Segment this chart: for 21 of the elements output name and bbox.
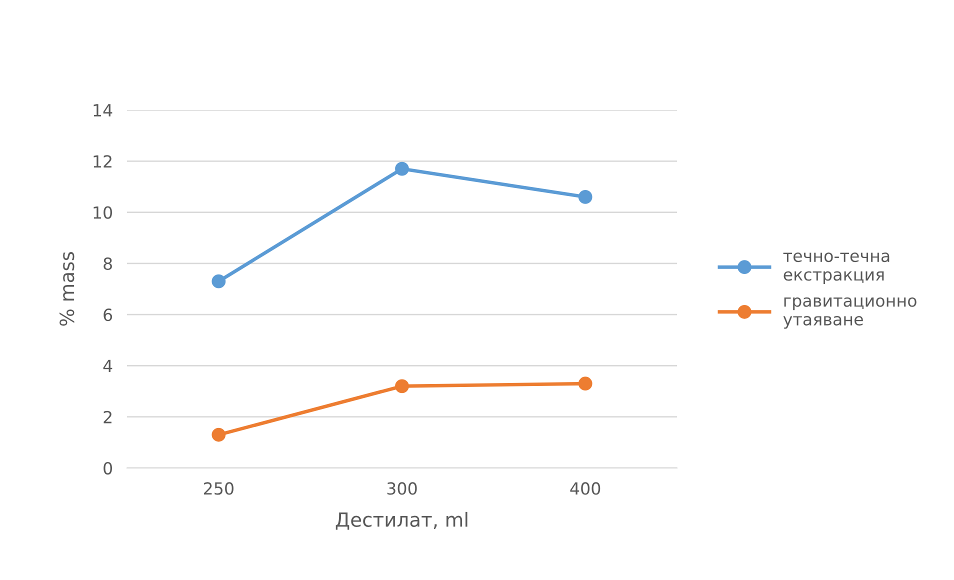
y-tick-label: 2: [104, 410, 112, 424]
y-tick-label: 8: [104, 257, 112, 270]
legend-label: течно-течна екстракция: [783, 252, 890, 284]
point: [212, 428, 226, 442]
point: [395, 162, 409, 176]
x-tick-label: 300: [387, 482, 417, 495]
y-tick-label: 14: [94, 104, 112, 116]
y-axis-title: % mass: [60, 252, 74, 326]
y-tick-label: 4: [103, 360, 112, 372]
y-tick-label: 6: [104, 308, 112, 322]
y-tick-label: 10: [94, 206, 112, 219]
x-tick-label: 250: [204, 482, 234, 495]
x-axis-title: Дестилат, ml: [336, 512, 468, 530]
point: [578, 376, 592, 391]
legend-label: гравитационно утаяване: [783, 297, 916, 329]
y-tick-label: 0: [104, 462, 112, 475]
x-tick-label: 400: [570, 482, 600, 495]
point: [395, 379, 409, 394]
y-tick-label: 12: [94, 155, 112, 168]
point: [578, 190, 592, 204]
point: [212, 274, 226, 288]
